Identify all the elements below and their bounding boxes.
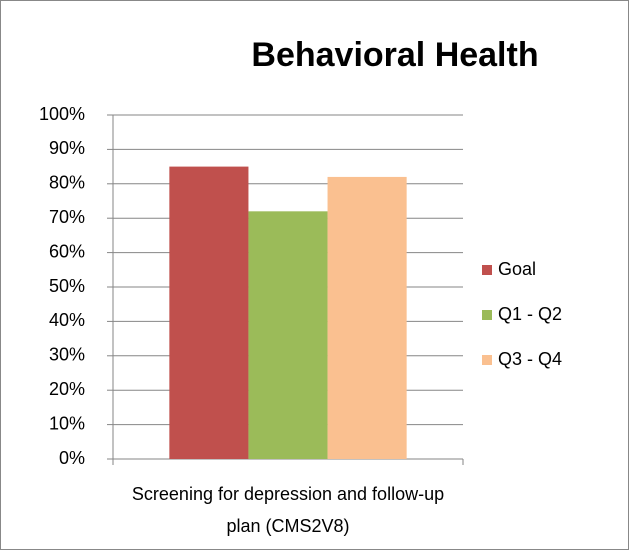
y-tick-label: 10% xyxy=(49,413,85,433)
bar xyxy=(327,176,407,460)
bar xyxy=(169,166,249,459)
legend-swatch xyxy=(482,355,492,365)
legend-swatch xyxy=(482,265,492,275)
y-tick-label: 70% xyxy=(49,207,85,227)
x-tick-label: Screening for depression and follow-up p… xyxy=(131,484,445,536)
legend-swatch xyxy=(482,310,492,320)
legend-label: Q3 - Q4 xyxy=(498,349,562,369)
y-tick-label: 30% xyxy=(49,345,85,365)
y-tick-label: 50% xyxy=(49,276,85,296)
chart-title: Behavioral Health xyxy=(251,36,538,74)
y-tick-label: 0% xyxy=(59,448,85,468)
y-tick-label: 100% xyxy=(39,104,85,124)
y-tick-label: 60% xyxy=(49,241,85,261)
legend-label: Q1 - Q2 xyxy=(498,304,562,324)
legend-label: Goal xyxy=(498,259,536,279)
y-tick-label: 40% xyxy=(49,310,85,330)
y-tick-label: 90% xyxy=(49,138,85,158)
bar xyxy=(248,211,328,459)
y-tick-label: 20% xyxy=(49,379,85,399)
y-tick-label: 80% xyxy=(49,173,85,193)
